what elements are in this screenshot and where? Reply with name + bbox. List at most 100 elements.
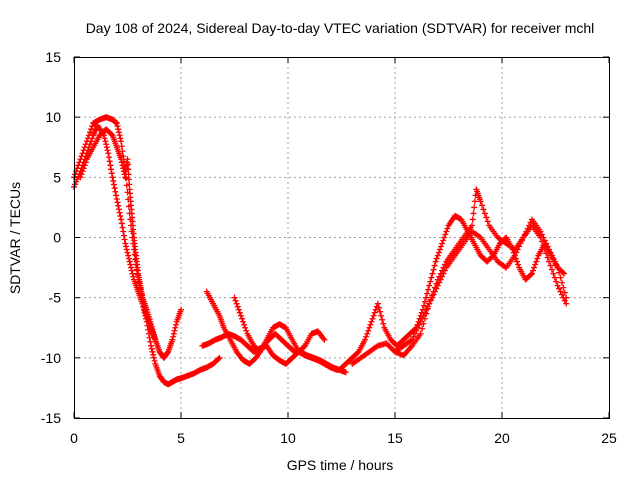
data-point	[238, 315, 245, 322]
data-point	[440, 237, 447, 244]
data-point	[513, 258, 520, 265]
data-point	[411, 330, 418, 337]
data-point	[387, 344, 394, 351]
data-point	[118, 159, 125, 166]
data-point	[560, 294, 567, 301]
series-track-a	[71, 122, 223, 388]
data-point	[544, 243, 551, 250]
data-point	[421, 298, 428, 305]
data-point	[232, 297, 239, 304]
data-point	[173, 321, 180, 328]
data-point	[419, 325, 426, 332]
data-point	[511, 252, 518, 259]
data-point	[548, 266, 555, 273]
data-point	[436, 279, 443, 286]
data-point	[434, 252, 441, 259]
data-point	[372, 306, 379, 313]
data-point	[424, 303, 431, 310]
data-point	[419, 315, 426, 322]
series-track-h	[349, 186, 570, 367]
data-point	[113, 120, 120, 127]
data-point	[518, 237, 525, 244]
data-point	[527, 271, 534, 278]
data-point	[240, 318, 247, 325]
data-point	[517, 240, 524, 247]
data-point	[120, 228, 127, 235]
data-point	[81, 144, 88, 151]
data-point	[416, 321, 423, 328]
y-tick-label: 15	[45, 49, 61, 65]
data-point	[541, 246, 548, 253]
data-point	[483, 214, 490, 221]
data-point	[551, 274, 558, 281]
data-point	[543, 250, 550, 257]
data-point	[371, 309, 378, 316]
data-point	[417, 318, 424, 325]
data-point	[231, 294, 238, 301]
data-point	[423, 306, 430, 313]
data-point	[440, 270, 447, 277]
x-tick-label: 15	[387, 430, 403, 446]
data-point	[423, 294, 430, 301]
series	[71, 114, 570, 388]
data-point	[556, 285, 563, 292]
data-point	[110, 181, 117, 188]
data-point	[105, 150, 112, 157]
data-point	[115, 206, 122, 213]
data-point	[78, 171, 85, 178]
data-point	[119, 224, 126, 231]
data-point	[354, 349, 361, 356]
data-point	[442, 231, 449, 238]
data-point	[120, 232, 127, 239]
data-point	[115, 129, 122, 136]
data-point	[124, 249, 131, 256]
data-point	[527, 219, 534, 226]
data-point	[112, 188, 119, 195]
data-point	[118, 138, 125, 145]
data-point	[469, 222, 476, 229]
data-point	[117, 135, 124, 142]
data-point	[115, 202, 122, 209]
data-point	[431, 288, 438, 295]
data-point	[384, 341, 391, 348]
data-point	[441, 261, 448, 268]
data-point	[72, 171, 79, 178]
data-point	[88, 126, 95, 133]
data-point	[148, 345, 155, 352]
data-point	[554, 264, 561, 271]
data-point	[113, 195, 120, 202]
y-tick-label: 0	[53, 230, 61, 246]
data-point	[109, 174, 116, 181]
data-point	[129, 270, 136, 277]
data-point	[550, 270, 557, 277]
data-point	[301, 343, 308, 350]
data-point	[437, 276, 444, 283]
data-point	[122, 240, 129, 247]
data-point	[370, 312, 377, 319]
data-point	[417, 330, 424, 337]
data-point	[551, 258, 558, 265]
data-point	[561, 297, 568, 304]
data-point	[89, 123, 96, 130]
y-tick-label: -15	[41, 410, 61, 426]
data-point	[118, 220, 125, 227]
data-point	[242, 324, 249, 331]
data-point	[171, 327, 178, 334]
data-point	[435, 249, 442, 256]
data-point	[556, 269, 563, 276]
data-point	[366, 324, 373, 331]
data-point	[444, 225, 451, 232]
data-point	[126, 258, 133, 265]
data-point	[125, 252, 132, 259]
data-point	[441, 267, 448, 274]
data-point	[236, 309, 243, 316]
data-point	[83, 138, 90, 145]
data-point	[108, 131, 115, 138]
data-point	[170, 330, 177, 337]
data-point	[548, 252, 555, 259]
data-point	[558, 291, 565, 298]
data-point	[127, 261, 134, 268]
data-point	[170, 333, 177, 340]
data-point	[563, 300, 570, 307]
data-point	[79, 150, 86, 157]
